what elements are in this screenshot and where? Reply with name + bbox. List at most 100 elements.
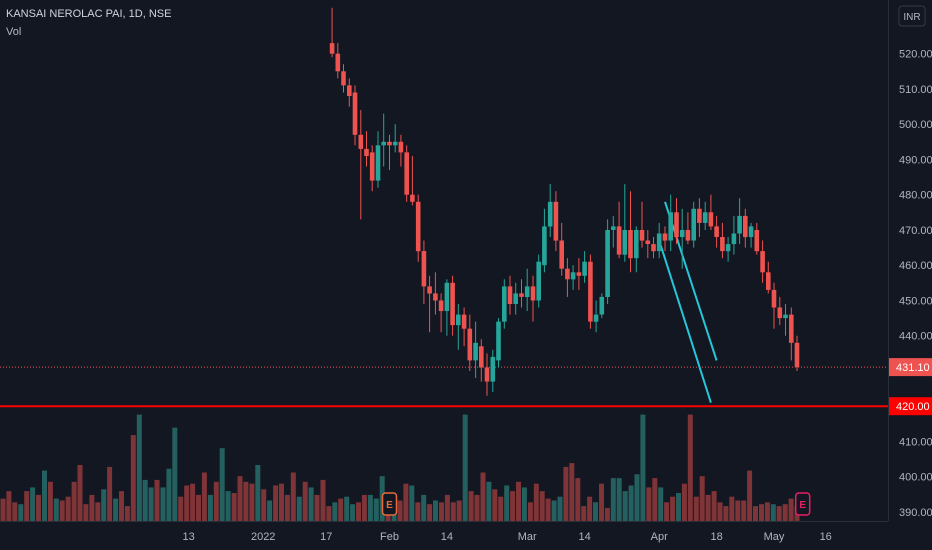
volume-bar <box>551 500 557 521</box>
volume-bar <box>539 491 545 521</box>
volume-bar <box>492 489 498 521</box>
chart-title: KANSAI NEROLAC PAI, 1D, NSE <box>6 8 172 20</box>
volume-bar <box>0 498 6 521</box>
last-price-label: 431.10 <box>896 362 930 374</box>
volume-bar <box>788 498 794 521</box>
support-price-label: 420.00 <box>896 401 930 413</box>
earnings-marker[interactable]: E <box>794 492 811 516</box>
volume-bar <box>18 504 24 521</box>
volume-bar <box>676 493 681 521</box>
volume-bar <box>284 494 290 521</box>
candle-body <box>576 272 582 276</box>
candle-body <box>662 233 668 241</box>
candle-body <box>341 71 346 86</box>
volume-bar <box>213 481 219 521</box>
volume-bar <box>95 502 101 521</box>
volume-bar <box>290 472 296 521</box>
candle-body <box>461 314 467 329</box>
candle-body <box>702 212 708 223</box>
volume-bar <box>196 494 201 521</box>
volume-bar <box>681 483 687 521</box>
y-tick-label: 400.00 <box>899 472 932 484</box>
candle-body <box>433 293 438 301</box>
x-tick-label: 17 <box>320 531 332 543</box>
volume-bar <box>409 485 415 521</box>
volume-bar <box>747 470 753 521</box>
candle-body <box>410 194 415 202</box>
volume-bar <box>439 502 444 521</box>
candle-body <box>467 328 473 361</box>
volume-bar <box>130 435 136 521</box>
candle-body <box>398 141 404 153</box>
candle-body <box>484 367 490 382</box>
candle-body <box>651 244 656 252</box>
candle-body <box>737 215 742 234</box>
volume-bar <box>628 485 634 521</box>
candle-body <box>387 141 392 146</box>
earnings-marker-box <box>794 492 811 516</box>
volume-bar <box>101 489 107 521</box>
volume-bar <box>533 483 539 521</box>
candle-body <box>347 85 352 96</box>
candle-body <box>381 141 386 146</box>
candle-body <box>593 314 599 322</box>
y-tick-label: 520.00 <box>899 49 932 61</box>
volume-bar <box>433 500 438 521</box>
candle-body <box>547 201 553 227</box>
volume-bar <box>693 496 699 521</box>
support-price-tag <box>889 397 932 416</box>
candle-body <box>766 272 771 290</box>
volume-bar <box>279 483 284 521</box>
volume-bar <box>687 414 693 521</box>
volume-bar <box>344 496 350 521</box>
x-tick-label: 16 <box>820 531 832 543</box>
volume-bar <box>261 489 267 521</box>
y-tick-label: 480.00 <box>899 190 932 202</box>
volume-bar <box>107 466 113 521</box>
volume-bar <box>480 472 486 521</box>
candle-body <box>524 286 530 297</box>
volume-bar <box>474 494 480 521</box>
currency-label: INR <box>903 12 920 23</box>
volume-bar <box>421 494 427 521</box>
volume-bar <box>593 502 598 521</box>
volume-bar <box>545 498 551 521</box>
volume-bar <box>403 483 409 521</box>
candle-body <box>404 152 409 195</box>
candle-body <box>605 230 610 297</box>
candle-body <box>634 230 639 259</box>
candle-body <box>358 134 364 149</box>
volume-bar <box>201 472 207 521</box>
candle-body <box>335 53 341 72</box>
candle-body <box>450 282 455 326</box>
y-tick-label: 510.00 <box>899 84 932 96</box>
volume-bar <box>314 494 320 521</box>
volume-bar <box>776 506 782 521</box>
candles <box>329 7 800 396</box>
volume-bar <box>243 481 249 521</box>
candle-body <box>456 314 461 326</box>
candle-body <box>542 226 547 266</box>
volume-bar <box>267 500 273 521</box>
currency-badge[interactable] <box>898 5 926 27</box>
volume-bar <box>184 485 190 521</box>
x-tick-label: 13 <box>182 531 194 543</box>
candle-body <box>369 152 375 181</box>
volume-bar <box>764 502 770 521</box>
volume-bar <box>450 502 456 521</box>
candle-body <box>599 296 605 315</box>
candle-body <box>731 233 737 245</box>
candle-body <box>771 289 777 308</box>
volume-bar <box>124 506 130 521</box>
candle-body <box>720 237 725 252</box>
volume-bar <box>521 487 527 521</box>
volume-bar <box>510 491 516 521</box>
volume-bar <box>729 496 735 521</box>
earnings-marker-box <box>381 492 398 516</box>
volume-bar <box>587 496 593 521</box>
earnings-marker[interactable]: E <box>381 492 398 516</box>
volume-bar <box>249 483 255 521</box>
x-tick-label: May <box>764 531 785 543</box>
volume-bar <box>53 498 59 521</box>
